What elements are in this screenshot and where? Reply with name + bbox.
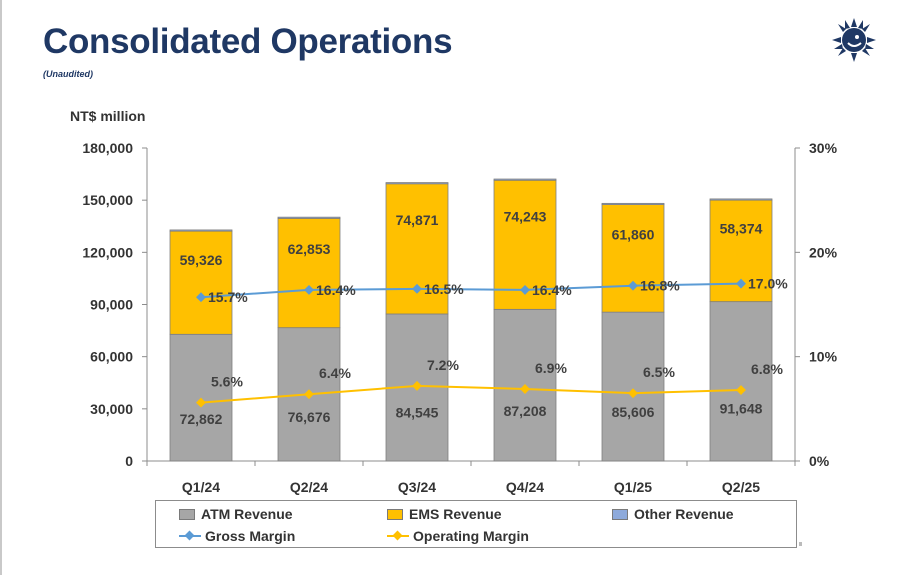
gross-margin-value-label: 16.4%	[316, 282, 356, 298]
legend-item-operating-margin: Operating Margin	[387, 528, 529, 544]
ems-revenue-bar	[169, 230, 233, 335]
legend-swatch-gross-margin	[179, 530, 201, 542]
atm-revenue-value-label: 84,545	[396, 404, 439, 420]
gross-margin-marker	[736, 278, 746, 289]
other-revenue-bar	[493, 178, 557, 181]
y-right-tick-label: 10%	[809, 349, 838, 365]
operating-margin-marker	[736, 385, 746, 396]
operating-margin-value-label: 6.5%	[643, 364, 675, 380]
y-left-tick-label: 90,000	[90, 297, 133, 313]
chart-area: NT$ million 0 30,000 60,000 90,000 120,000 15…	[70, 108, 838, 495]
legend-swatch-operating-margin	[387, 530, 409, 542]
operating-margin-marker	[520, 384, 530, 394]
gross-margin-value-label: 16.4%	[532, 282, 572, 298]
atm-revenue-value-label: 87,208	[504, 403, 547, 419]
gross-margin-value-label: 16.8%	[640, 278, 680, 294]
ems-revenue-value-label: 74,243	[504, 208, 547, 224]
data-labels: 72,862 59,326 76,676 62,853 84,545 74,871 87,2…	[180, 208, 789, 427]
y-left-tick-label: 120,000	[82, 244, 133, 260]
operating-margin-marker	[412, 380, 422, 391]
chart-axes: 0 30,000 60,000 90,000 120,000 150,000 180,000…	[82, 140, 837, 495]
gross-margin-value-label: 17.0%	[748, 276, 788, 292]
gross-margin-marker	[304, 284, 314, 295]
other-revenue-bar	[277, 216, 341, 219]
y-left-tick-label: 0	[125, 453, 133, 469]
page-subtitle: (Unaudited)	[43, 69, 93, 79]
y-left-tick-label: 60,000	[90, 349, 133, 365]
x-tick-label: Q4/24	[506, 479, 544, 495]
other-revenue-bar	[601, 202, 665, 205]
operating-margin-value-label: 6.4%	[319, 365, 351, 381]
atm-revenue-value-label: 85,606	[612, 404, 655, 420]
ems-revenue-value-label: 62,853	[288, 241, 331, 257]
operating-margin-value-label: 6.8%	[751, 361, 783, 377]
line-series	[196, 278, 746, 408]
legend-swatch-atm	[179, 508, 195, 520]
ems-revenue-value-label: 58,374	[720, 221, 763, 237]
slide-corner-mark	[799, 542, 802, 546]
legend-item-ems: EMS Revenue	[387, 506, 502, 522]
gross-margin-marker	[196, 292, 206, 303]
operating-margin-value-label: 6.9%	[535, 360, 567, 376]
x-tick-label: Q3/24	[398, 479, 436, 495]
bar-series	[169, 178, 773, 462]
legend-swatch-other	[612, 508, 628, 520]
gross-margin-marker	[628, 280, 638, 291]
ems-revenue-value-label: 61,860	[612, 227, 655, 243]
atm-revenue-value-label: 91,648	[720, 400, 763, 416]
atm-revenue-bar	[601, 311, 665, 462]
legend-label-ems: EMS Revenue	[409, 506, 502, 522]
x-tick-label: Q1/24	[182, 479, 220, 495]
sun-face-logo-icon	[832, 18, 876, 62]
legend-label-operating-margin: Operating Margin	[413, 528, 529, 544]
gross-margin-marker	[412, 283, 422, 294]
y-axis-unit-label: NT$ million	[70, 108, 145, 124]
gross-margin-marker	[520, 284, 530, 295]
operating-margin-marker	[196, 397, 206, 408]
ems-revenue-value-label: 74,871	[396, 212, 439, 228]
gross-margin-value-label: 16.5%	[424, 281, 464, 297]
other-revenue-bar	[169, 229, 233, 232]
other-revenue-bar	[709, 198, 773, 201]
operating-margin-marker	[304, 389, 314, 400]
legend-item-other: Other Revenue	[612, 506, 734, 522]
x-tick-label: Q2/25	[722, 479, 760, 495]
other-revenue-bar	[385, 182, 449, 185]
legend-swatch-ems	[387, 508, 403, 520]
ems-revenue-bar	[277, 217, 341, 329]
y-right-tick-label: 0%	[809, 453, 830, 469]
chart-legend: ATM Revenue EMS Revenue Other Revenue Gr…	[155, 500, 797, 548]
atm-revenue-value-label: 72,862	[180, 411, 223, 427]
legend-label-other: Other Revenue	[634, 506, 734, 522]
y-left-tick-label: 180,000	[82, 140, 133, 156]
operating-margin-value-label: 5.6%	[211, 374, 243, 390]
page-title: Consolidated Operations	[43, 22, 453, 61]
x-tick-label: Q2/24	[290, 479, 328, 495]
legend-item-atm: ATM Revenue	[179, 506, 293, 522]
atm-revenue-value-label: 76,676	[288, 409, 331, 425]
y-left-tick-label: 30,000	[90, 401, 133, 417]
y-right-tick-label: 30%	[809, 140, 838, 156]
gross-margin-line	[200, 282, 742, 299]
ems-revenue-bar	[601, 204, 665, 313]
atm-revenue-bar	[709, 301, 773, 462]
legend-label-atm: ATM Revenue	[201, 506, 293, 522]
operating-margin-line	[200, 384, 742, 404]
legend-label-gross-margin: Gross Margin	[205, 528, 296, 544]
operating-margin-marker	[628, 388, 638, 399]
operating-margin-value-label: 7.2%	[427, 357, 459, 373]
gross-margin-value-label: 15.7%	[208, 289, 248, 305]
y-left-tick-label: 150,000	[82, 192, 133, 208]
ems-revenue-value-label: 59,326	[180, 252, 223, 268]
legend-item-gross-margin: Gross Margin	[179, 528, 295, 544]
y-right-tick-label: 20%	[809, 244, 838, 260]
x-tick-label: Q1/25	[614, 479, 652, 495]
left-border-rule	[0, 0, 2, 575]
